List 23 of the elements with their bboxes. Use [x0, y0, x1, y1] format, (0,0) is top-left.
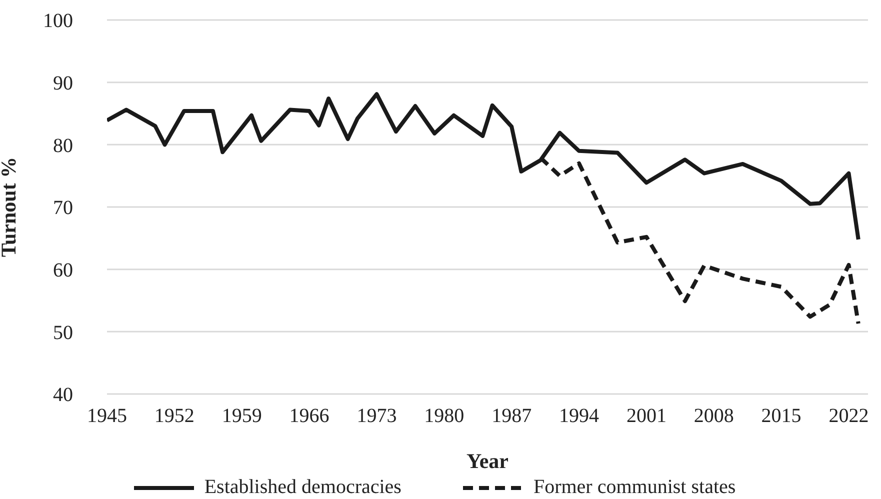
y-tick-label: 40	[53, 384, 73, 406]
y-tick-label: 70	[53, 197, 73, 220]
x-tick-label: 2022	[828, 405, 869, 428]
x-tick-label: 2015	[761, 405, 802, 428]
y-tick-label: 50	[53, 322, 73, 344]
y-tick-label: 60	[53, 259, 73, 282]
x-tick-label: 1959	[222, 405, 262, 428]
y-tick-label: 80	[53, 134, 73, 157]
x-tick-label: 1945	[87, 405, 127, 428]
y-tick-label: 100	[43, 10, 73, 32]
x-tick-label: 2008	[694, 405, 734, 428]
x-tick-label: 2001	[626, 405, 666, 428]
x-tick-label: 1987	[492, 405, 532, 428]
x-tick-label: 1994	[559, 405, 600, 428]
x-axis-title: Year	[466, 449, 508, 473]
x-tick-label: 1966	[289, 405, 330, 428]
legend-label: Former communist states	[533, 476, 736, 499]
y-axis-title: Turnout %	[0, 156, 20, 258]
x-tick-label: 1973	[356, 405, 397, 428]
legend-label: Established democracies	[204, 476, 402, 499]
x-tick-label: 1952	[154, 405, 194, 428]
y-tick-label: 90	[53, 72, 73, 94]
x-tick-label: 1980	[424, 405, 464, 428]
